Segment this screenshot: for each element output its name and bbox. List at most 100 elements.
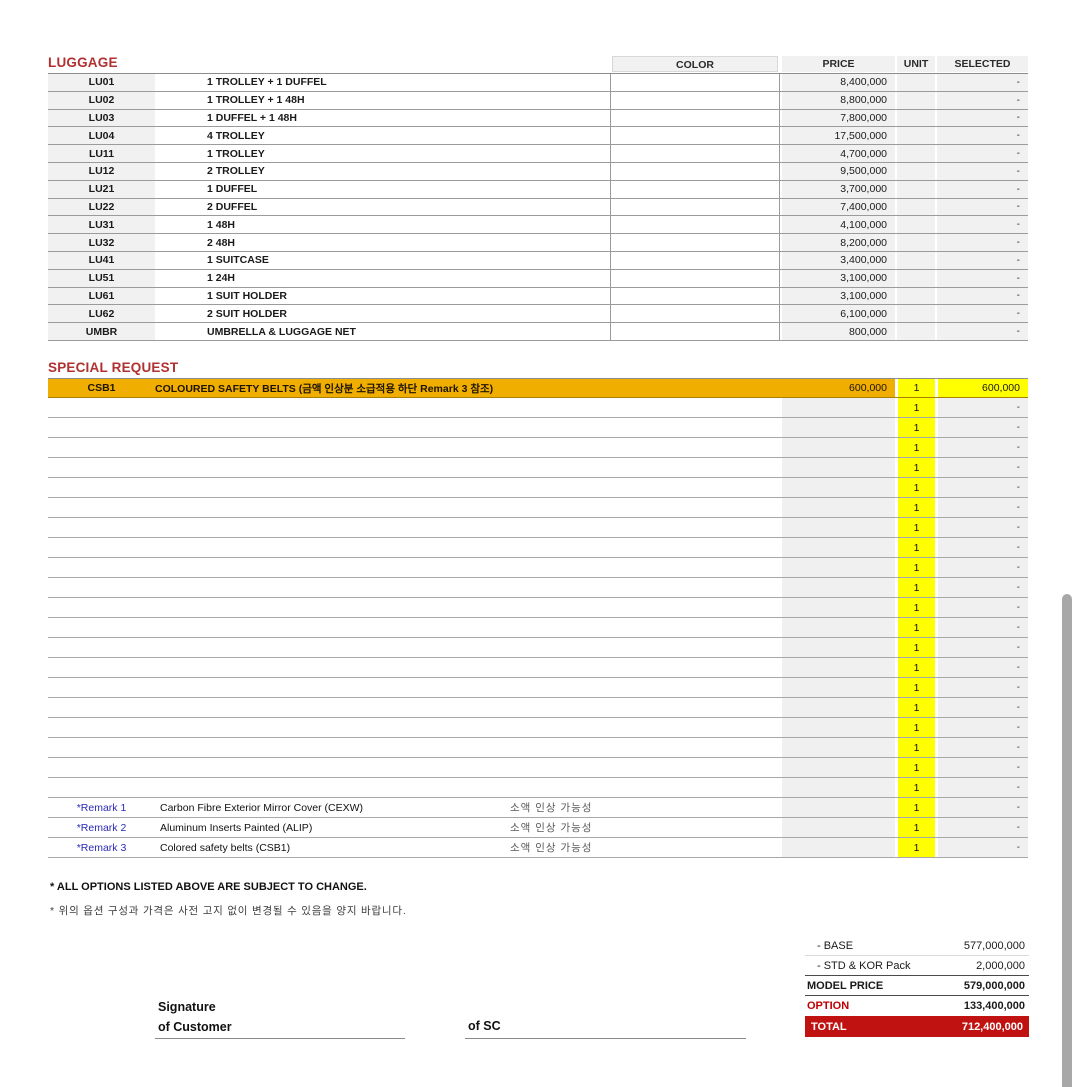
color-input-cell[interactable]	[610, 109, 780, 127]
price-cell: 3,400,000	[780, 251, 895, 269]
unit-input-cell[interactable]	[895, 180, 935, 198]
selected-cell: -	[935, 127, 1028, 145]
description-input-cell[interactable]	[48, 558, 780, 577]
description-input-cell[interactable]	[48, 418, 780, 437]
color-input-cell[interactable]	[610, 162, 780, 180]
unit-input-cell[interactable]: 1	[895, 678, 935, 697]
unit-input-cell[interactable]: 1	[895, 458, 935, 477]
description-input-cell[interactable]	[48, 598, 780, 617]
unit-input-cell[interactable]: 1	[895, 598, 935, 617]
unit-input-cell[interactable]	[895, 287, 935, 305]
unit-input-cell[interactable]: 1	[895, 698, 935, 717]
description-input-cell[interactable]	[48, 718, 780, 737]
special-request-row-csb1[interactable]: CSB1 COLOURED SAFETY BELTS (금액 인상분 소급적용 …	[48, 379, 1028, 398]
color-input-cell[interactable]	[610, 127, 780, 145]
unit-input-cell[interactable]: 1	[895, 718, 935, 737]
unit-input-cell[interactable]	[895, 162, 935, 180]
color-input-cell[interactable]	[610, 305, 780, 323]
unit-input-cell[interactable]: 1	[895, 518, 935, 537]
color-input-cell[interactable]	[610, 198, 780, 216]
unit-input-cell[interactable]: 1	[895, 438, 935, 457]
color-input-cell[interactable]	[610, 287, 780, 305]
unit-input-cell[interactable]	[895, 198, 935, 216]
color-input-cell[interactable]	[610, 145, 780, 162]
special-request-empty-row: 1 -	[48, 518, 1028, 538]
description-input-cell[interactable]	[48, 498, 780, 517]
description-input-cell[interactable]	[48, 578, 780, 597]
color-input-cell[interactable]	[610, 251, 780, 269]
unit-input-cell[interactable]: 1	[895, 578, 935, 597]
remark-link[interactable]: *Remark 3	[76, 841, 127, 854]
special-request-empty-row: 1 -	[48, 418, 1028, 438]
remark-link[interactable]: *Remark 2	[76, 821, 127, 834]
unit-input-cell[interactable]: 1	[895, 418, 935, 437]
description-input-cell[interactable]	[48, 618, 780, 637]
unit-input-cell[interactable]: 1	[895, 638, 935, 657]
price-cell	[780, 618, 895, 637]
description-input-cell[interactable]	[48, 518, 780, 537]
description-input-cell[interactable]	[48, 478, 780, 497]
description-input-cell[interactable]	[48, 638, 780, 657]
unit-input-cell[interactable]: 1	[895, 478, 935, 497]
color-input-cell[interactable]	[610, 74, 780, 91]
item-description: 1 TROLLEY + 1 48H	[207, 94, 305, 107]
item-code: LU11	[48, 145, 155, 162]
unit-input-cell[interactable]	[895, 216, 935, 234]
unit-input-cell[interactable]	[895, 109, 935, 127]
color-input-cell[interactable]	[610, 216, 780, 234]
color-input-cell[interactable]	[610, 269, 780, 287]
unit-input-cell[interactable]	[895, 305, 935, 323]
unit-input-cell[interactable]	[895, 323, 935, 340]
customer-signature-line[interactable]	[155, 1038, 405, 1039]
color-input-cell[interactable]	[610, 323, 780, 340]
unit-input-cell[interactable]	[895, 251, 935, 269]
remark-link[interactable]: *Remark 1	[76, 801, 127, 814]
color-input-cell[interactable]	[610, 234, 780, 251]
vertical-scrollbar-thumb[interactable]	[1062, 594, 1072, 1087]
unit-input-cell[interactable]	[895, 74, 935, 91]
unit-input-cell[interactable]	[895, 127, 935, 145]
description-input-cell[interactable]	[48, 398, 780, 417]
column-header-price: PRICE	[780, 56, 895, 72]
special-request-empty-row: 1 -	[48, 698, 1028, 718]
unit-input-cell[interactable]	[895, 145, 935, 162]
description-input-cell[interactable]	[48, 458, 780, 477]
unit-input-cell[interactable]: 1	[895, 558, 935, 577]
unit-input-cell[interactable]: 1	[895, 658, 935, 677]
special-request-empty-row: 1 -	[48, 578, 1028, 598]
sc-signature-line[interactable]	[465, 1038, 746, 1039]
unit-input-cell[interactable]: 1	[895, 398, 935, 417]
description-input-cell[interactable]	[48, 738, 780, 757]
column-header-selected: SELECTED	[935, 56, 1028, 72]
unit-input-cell[interactable]: 1	[895, 838, 935, 857]
summary-label: - STD & KOR Pack	[817, 959, 911, 972]
description-input-cell[interactable]	[48, 678, 780, 697]
luggage-table-row: LU01 1 TROLLEY + 1 DUFFEL 8,400,000 -	[48, 74, 1028, 92]
luggage-table-row: LU02 1 TROLLEY + 1 48H 8,800,000 -	[48, 91, 1028, 110]
note-options-subject-to-change: * ALL OPTIONS LISTED ABOVE ARE SUBJECT T…	[50, 881, 367, 893]
color-input-cell[interactable]	[610, 91, 780, 109]
unit-input-cell[interactable]: 1	[895, 778, 935, 797]
description-input-cell[interactable]	[48, 778, 780, 797]
selected-cell: -	[935, 109, 1028, 127]
description-input-cell[interactable]	[48, 658, 780, 677]
luggage-section-title: LUGGAGE	[48, 55, 118, 70]
description-input-cell[interactable]	[48, 758, 780, 777]
unit-input-cell[interactable]: 1	[895, 618, 935, 637]
unit-input-cell[interactable]: 1	[895, 538, 935, 557]
unit-input-cell[interactable]	[895, 234, 935, 251]
unit-cell[interactable]: 1	[895, 379, 935, 397]
unit-input-cell[interactable]: 1	[895, 738, 935, 757]
description-input-cell[interactable]	[48, 438, 780, 457]
unit-input-cell[interactable]: 1	[895, 498, 935, 517]
price-cell	[780, 518, 895, 537]
description-input-cell[interactable]	[48, 538, 780, 557]
color-input-cell[interactable]	[610, 180, 780, 198]
unit-input-cell[interactable]: 1	[895, 818, 935, 837]
unit-input-cell[interactable]	[895, 269, 935, 287]
unit-input-cell[interactable]: 1	[895, 758, 935, 777]
unit-input-cell[interactable]: 1	[895, 798, 935, 817]
unit-input-cell[interactable]	[895, 91, 935, 109]
luggage-rows-container: LU01 1 TROLLEY + 1 DUFFEL 8,400,000 - LU…	[48, 74, 1028, 341]
description-input-cell[interactable]	[48, 698, 780, 717]
